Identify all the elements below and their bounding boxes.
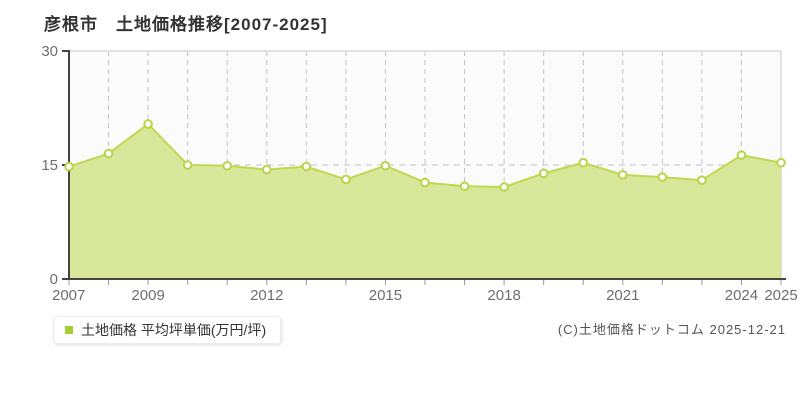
copyright-text: (C)土地価格ドットコム 2025-12-21 [557,322,786,337]
legend-series-label: 土地価格 平均坪単価(万円/坪) [81,322,267,338]
svg-text:15: 15 [41,157,58,174]
x-axis-ticks [68,280,782,285]
svg-text:2024: 2024 [725,287,758,304]
svg-text:0: 0 [50,271,58,288]
svg-text:2007: 2007 [52,287,85,304]
legend: 土地価格 平均坪単価(万円/坪) [53,316,282,344]
series-area [69,123,781,280]
price-trend-area-chart: 0 15 30 2007 2009 2012 2015 2018 2021 2024 2025 [41,43,798,304]
svg-text:2021: 2021 [606,287,639,304]
svg-text:2009: 2009 [131,287,164,304]
legend-series-marker-icon [65,326,73,334]
chart-title: 彦根市 土地価格推移[2007-2025] [44,15,328,34]
series-markers [64,119,786,192]
svg-text:2025: 2025 [764,287,797,304]
svg-text:2012: 2012 [250,287,283,304]
x-axis-labels: 2007 2009 2012 2015 2018 2021 2024 2025 [52,287,798,304]
y-axis-ticks-labels: 0 15 30 [41,43,69,288]
svg-text:30: 30 [41,43,58,60]
svg-text:2018: 2018 [487,287,520,304]
svg-text:2015: 2015 [369,287,402,304]
